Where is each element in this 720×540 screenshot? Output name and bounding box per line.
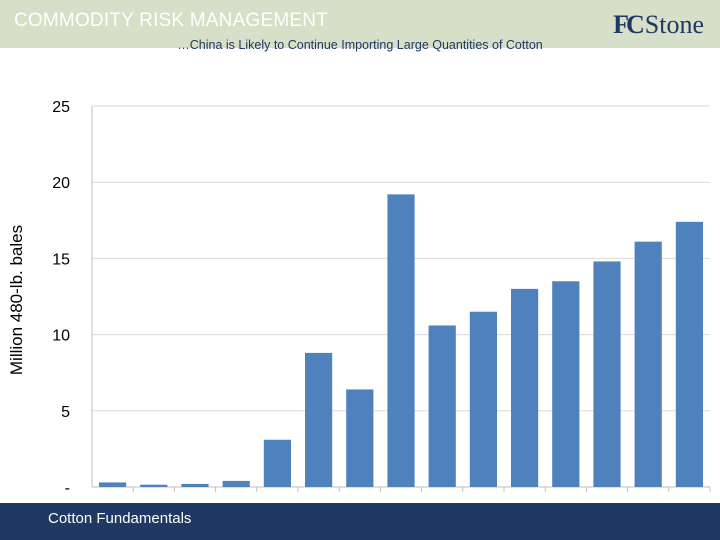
bar bbox=[181, 483, 209, 487]
bar bbox=[634, 241, 662, 487]
bar bbox=[552, 281, 580, 487]
fcstone-logo: FC Stone bbox=[613, 10, 704, 40]
y-tick-labels: - 5 10 15 20 25 bbox=[52, 99, 70, 497]
y-tick-label: 20 bbox=[52, 175, 70, 192]
bar bbox=[99, 482, 127, 487]
bars bbox=[99, 194, 711, 492]
y-tick-label: - bbox=[65, 480, 70, 497]
bar bbox=[222, 480, 250, 487]
bar bbox=[346, 389, 374, 487]
y-tick-label: 15 bbox=[52, 251, 70, 268]
footer-text: Cotton Fundamentals bbox=[48, 510, 192, 527]
bar bbox=[593, 261, 621, 487]
bar bbox=[469, 311, 497, 487]
header-band bbox=[0, 0, 720, 48]
bar bbox=[305, 352, 333, 487]
bar bbox=[511, 288, 539, 487]
header-title: COMMODITY RISK MANAGEMENT bbox=[14, 10, 328, 31]
y-axis-label: Million 480-lb. bales bbox=[7, 225, 26, 375]
y-tick-label: 10 bbox=[52, 328, 70, 345]
y-tick-label: 25 bbox=[52, 99, 70, 116]
bar bbox=[387, 194, 415, 487]
bar bbox=[140, 484, 168, 487]
logo-stone-text: Stone bbox=[644, 10, 704, 39]
footer-bar bbox=[0, 503, 720, 540]
bar bbox=[675, 221, 703, 487]
bar bbox=[428, 325, 456, 487]
logo-fc-mark: FC bbox=[613, 10, 645, 39]
slide-subtitle: …China is Likely to Continue Importing L… bbox=[177, 38, 543, 52]
y-tick-label: 5 bbox=[61, 404, 70, 421]
bar bbox=[263, 439, 291, 487]
